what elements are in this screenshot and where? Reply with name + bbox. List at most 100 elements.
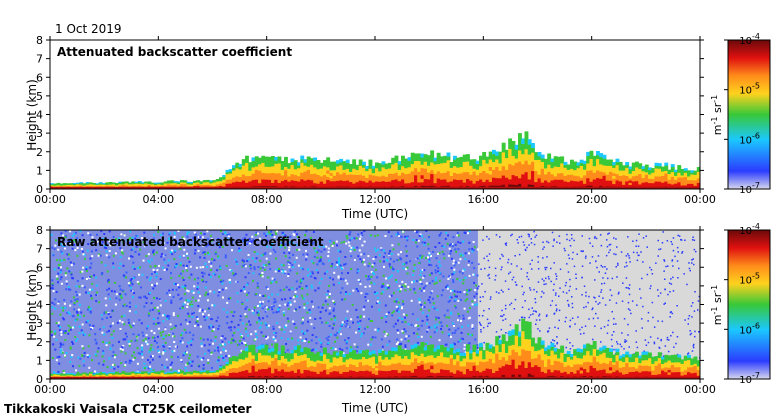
heatmap-cell — [277, 182, 282, 187]
noise-pixel — [204, 253, 207, 256]
noise-pixel — [326, 321, 329, 324]
noise-pixel — [150, 302, 153, 305]
noise-pixel — [207, 349, 210, 352]
heatmap-cell — [693, 170, 698, 173]
noise-pixel — [328, 240, 331, 243]
noise-pixel — [306, 253, 309, 256]
heatmap-cell — [111, 185, 116, 187]
heatmap-cell — [349, 181, 353, 185]
noise-pixel — [123, 323, 126, 326]
heatmap-cell — [453, 155, 457, 160]
noise-pixel — [149, 347, 152, 350]
heatmap-cell — [446, 174, 451, 179]
noise-pixel — [357, 233, 360, 236]
noise-pixel — [227, 238, 230, 241]
heatmap-cell — [118, 182, 123, 184]
noise-pixel — [606, 245, 609, 248]
noise-pixel — [451, 273, 454, 276]
heatmap-cell — [183, 182, 188, 184]
noise-pixel — [119, 238, 122, 241]
heatmap-cell — [219, 177, 223, 179]
heatmap-cell — [602, 154, 607, 159]
heatmap-cell — [115, 183, 119, 185]
heatmap-cell — [287, 176, 292, 180]
noise-pixel — [345, 235, 348, 238]
heatmap-cell — [514, 144, 519, 150]
noise-pixel — [159, 331, 162, 334]
heatmap-cell — [449, 170, 454, 174]
noise-pixel — [450, 243, 453, 246]
noise-pixel — [152, 336, 155, 339]
noise-pixel — [460, 331, 463, 334]
noise-pixel — [433, 331, 436, 334]
noise-pixel — [173, 282, 176, 285]
heatmap-cell — [599, 163, 604, 168]
heatmap-cell — [596, 170, 600, 175]
heatmap-cell — [472, 162, 477, 166]
heatmap-cell — [375, 183, 379, 187]
heatmap-cell — [544, 186, 548, 189]
heatmap-cell — [183, 182, 188, 185]
heatmap-cell — [693, 174, 698, 177]
noise-pixel — [154, 271, 156, 274]
noise-pixel — [405, 335, 408, 338]
heatmap-cell — [332, 183, 337, 187]
heatmap-cell — [144, 182, 149, 184]
noise-pixel — [190, 300, 193, 303]
heatmap-cell — [579, 180, 584, 184]
heatmap-cell — [248, 175, 253, 179]
heatmap-cell — [186, 183, 191, 186]
heatmap-cell — [349, 176, 353, 180]
noise-pixel — [199, 266, 202, 269]
noise-pixel — [88, 288, 91, 291]
heatmap-cell — [66, 185, 71, 187]
noise-pixel — [395, 343, 398, 345]
noise-pixel — [457, 340, 460, 343]
heatmap-cell — [677, 169, 682, 173]
noise-pixel — [424, 285, 427, 288]
heatmap-cell — [690, 170, 695, 173]
heatmap-cell — [69, 185, 74, 187]
noise-pixel — [516, 265, 518, 267]
noise-pixel — [132, 261, 135, 264]
noise-pixel — [627, 287, 629, 289]
noise-pixel — [255, 293, 258, 295]
heatmap-cell — [115, 184, 119, 186]
heatmap-cell — [547, 186, 552, 189]
noise-pixel — [202, 357, 205, 360]
noise-pixel — [494, 279, 496, 281]
noise-pixel — [207, 314, 210, 317]
noise-pixel — [345, 322, 348, 325]
heatmap-cell — [56, 183, 61, 185]
noise-pixel — [74, 336, 77, 338]
heatmap-cell — [293, 186, 298, 189]
heatmap-cell — [469, 171, 474, 175]
heatmap-cell — [329, 167, 334, 171]
heatmap-cell — [222, 179, 227, 182]
heatmap-cell — [638, 163, 643, 167]
noise-pixel — [119, 319, 121, 322]
heatmap-cell — [680, 186, 685, 189]
noise-pixel — [129, 242, 132, 244]
heatmap-cell — [248, 186, 253, 189]
noise-pixel — [176, 345, 178, 348]
noise-pixel — [243, 237, 246, 240]
noise-pixel — [350, 246, 353, 249]
heatmap-cell — [674, 171, 678, 174]
noise-pixel — [224, 232, 227, 235]
noise-pixel — [228, 326, 231, 329]
heatmap-cell — [147, 183, 152, 185]
noise-pixel — [204, 262, 207, 265]
noise-pixel — [581, 326, 583, 329]
heatmap-cell — [618, 170, 623, 174]
heatmap-cell — [609, 174, 613, 178]
noise-pixel — [321, 321, 323, 324]
noise-pixel — [132, 358, 135, 361]
noise-pixel — [226, 315, 229, 318]
noise-pixel — [179, 340, 182, 343]
heatmap-cell — [170, 182, 175, 184]
heatmap-cell — [466, 175, 470, 179]
noise-pixel — [327, 255, 330, 258]
heatmap-cell — [241, 174, 246, 178]
noise-pixel — [170, 355, 173, 358]
